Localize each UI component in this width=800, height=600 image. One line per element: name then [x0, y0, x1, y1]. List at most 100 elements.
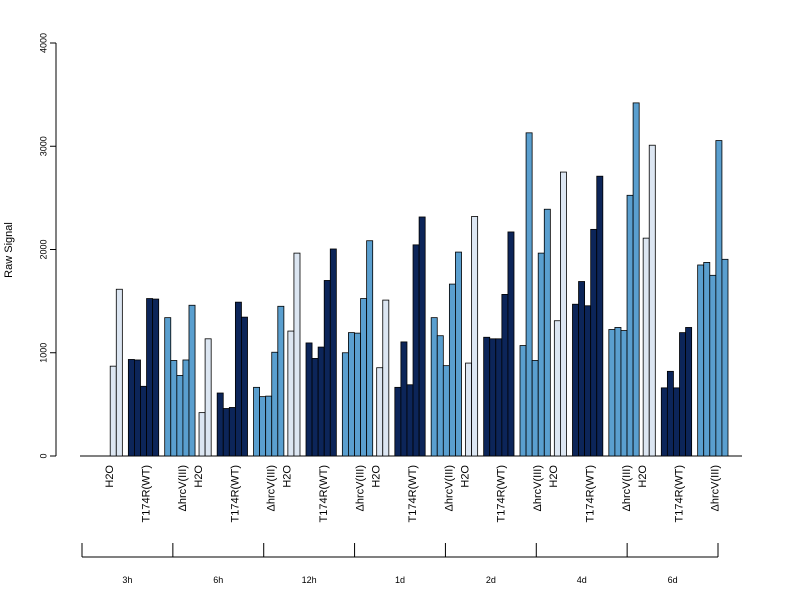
time-axis: 3h 6h 12h 1d 2d 4d 6d	[81, 543, 719, 585]
bar	[572, 303, 579, 457]
bar	[134, 359, 141, 457]
bar	[406, 384, 414, 457]
treatment-label: T174R(WT)	[496, 465, 508, 522]
y-tick-label: 1000	[38, 343, 48, 363]
bar	[400, 341, 408, 457]
y-tick-label: 2000	[38, 239, 48, 259]
bar	[519, 345, 527, 457]
bar	[715, 140, 723, 457]
treatment-label: ΔhrcV(III)	[532, 465, 544, 511]
bar	[228, 407, 236, 457]
bar	[127, 359, 135, 457]
bar	[277, 305, 285, 457]
y-tick-label: 3000	[38, 136, 48, 156]
bar	[146, 298, 154, 457]
bar	[164, 317, 172, 457]
bar	[471, 216, 479, 457]
bar	[673, 387, 680, 457]
timepoint-label: 2d	[486, 575, 496, 585]
bar	[584, 305, 592, 457]
bar	[394, 386, 402, 457]
bar	[483, 336, 491, 457]
y-axis-title: Raw Signal	[3, 222, 15, 278]
treatment-label: ΔhrcV(III)	[621, 465, 633, 511]
bar	[553, 320, 561, 457]
bar	[329, 248, 337, 457]
bar	[115, 288, 123, 457]
bar	[620, 330, 628, 457]
bar	[531, 360, 539, 457]
bar	[287, 330, 295, 457]
bar	[216, 392, 224, 457]
bar	[253, 386, 260, 457]
bars-layer	[109, 102, 729, 457]
treatment-label: H2O	[548, 465, 560, 488]
bar	[412, 244, 420, 457]
bar	[578, 281, 586, 457]
group-labels-layer: H2O T174R(WT) ΔhrcV(III) H2O T174R(WT) ΔhrcV(…	[104, 465, 722, 523]
treatment-label: H2O	[282, 465, 294, 488]
bar	[109, 365, 117, 457]
timepoint-label: 3h	[122, 575, 132, 585]
bar	[648, 144, 656, 457]
treatment-label: ΔhrcV(III)	[354, 465, 366, 511]
bar	[204, 338, 212, 457]
bar	[241, 316, 248, 457]
bar	[360, 298, 368, 457]
bar	[507, 231, 515, 457]
treatment-label: H2O	[193, 465, 205, 488]
timepoint-label: 4d	[577, 575, 587, 585]
y-axis: 0 1000 2000 3000 4000	[38, 33, 57, 459]
bar	[608, 329, 616, 457]
bar	[543, 208, 551, 457]
bar	[436, 335, 444, 457]
bar	[382, 299, 390, 457]
timepoint-label: 6d	[668, 575, 678, 585]
treatment-label: ΔhrcV(III)	[443, 465, 455, 511]
bar	[679, 332, 686, 457]
bar	[709, 274, 717, 457]
treatment-label: T174R(WT)	[673, 465, 685, 522]
bar	[354, 332, 361, 457]
treatment-label: T174R(WT)	[407, 465, 419, 522]
treatment-label: ΔhrcV(III)	[177, 465, 189, 511]
bar	[501, 294, 509, 457]
timepoint-label: 12h	[302, 575, 317, 585]
bar	[632, 102, 640, 457]
bar	[560, 171, 567, 457]
bar	[293, 252, 301, 457]
bar	[341, 352, 349, 457]
bar	[537, 252, 545, 457]
bar	[614, 327, 622, 457]
treatment-label: H2O	[104, 465, 116, 488]
bar	[140, 385, 147, 457]
bar	[697, 264, 705, 457]
bar	[265, 395, 273, 457]
bar	[596, 175, 604, 457]
bar	[152, 298, 160, 457]
bar	[170, 360, 178, 457]
treatment-label: T174R(WT)	[585, 465, 597, 522]
bar	[448, 283, 456, 457]
bar	[348, 332, 355, 457]
treatment-label: H2O	[459, 465, 471, 488]
bar	[430, 317, 438, 457]
treatment-label: T174R(WT)	[229, 465, 241, 522]
bar	[666, 370, 674, 457]
bar	[685, 327, 693, 457]
treatment-label: H2O	[371, 465, 383, 488]
bar	[703, 262, 711, 457]
treatment-label: H2O	[637, 465, 649, 488]
bar	[442, 365, 450, 457]
treatment-label: T174R(WT)	[140, 465, 152, 522]
bar	[323, 280, 331, 457]
bar	[311, 358, 319, 457]
bar	[721, 258, 729, 457]
bar	[495, 338, 503, 457]
treatment-label: ΔhrcV(III)	[266, 465, 278, 511]
bar	[176, 375, 184, 457]
bar	[222, 408, 230, 457]
bar	[489, 338, 497, 457]
bar	[376, 367, 384, 457]
bar	[626, 194, 634, 457]
